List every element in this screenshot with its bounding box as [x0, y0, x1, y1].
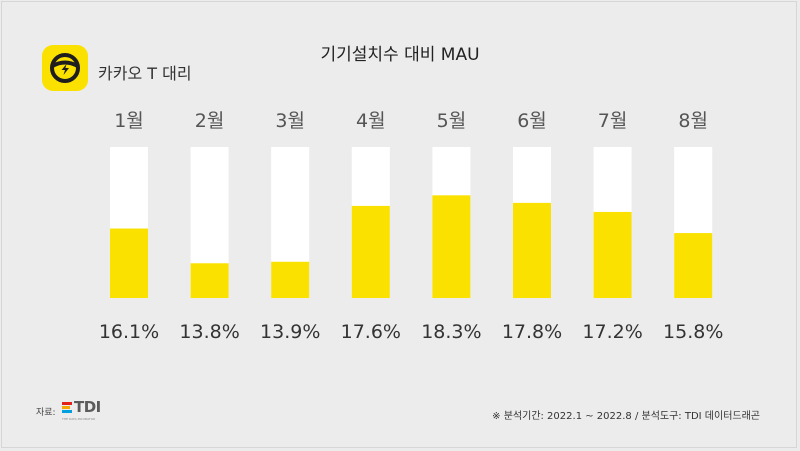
month-label: 7월 [598, 110, 628, 132]
chart-title: 기기설치수 대비 MAU [320, 45, 480, 65]
month-label: 6월 [517, 110, 547, 132]
bar [190, 263, 229, 298]
value-label: 17.8% [502, 321, 562, 343]
bar [432, 195, 471, 298]
app-icon [42, 45, 88, 91]
bar [513, 202, 551, 298]
value-label: 13.9% [260, 321, 320, 343]
month-label: 3월 [275, 110, 305, 132]
value-label: 13.8% [179, 321, 239, 343]
tdi-logo-bars-icon [62, 402, 74, 413]
value-label: 15.8% [663, 321, 723, 343]
month-label: 2월 [195, 110, 225, 132]
bar [674, 233, 713, 298]
month-label: 1월 [114, 110, 144, 132]
value-label: 16.1% [99, 321, 159, 343]
tdi-logo-text: TDI [74, 398, 101, 416]
month-label: 5월 [437, 110, 467, 132]
bar [110, 228, 148, 298]
value-label: 18.3% [421, 321, 481, 343]
value-label: 17.6% [341, 321, 401, 343]
bar [593, 211, 632, 298]
bar [271, 261, 310, 298]
month-label: 4월 [356, 110, 386, 132]
tdi-logo-subtext: THE DATA INCUBATOR [62, 417, 96, 421]
app-name: 카카오 T 대리 [98, 64, 192, 83]
value-label: 17.2% [582, 321, 642, 343]
bar [351, 205, 390, 298]
month-label: 8월 [678, 110, 708, 132]
source-label: 자료: [36, 408, 56, 418]
steering-wheel-icon [50, 53, 80, 83]
footnote: ※ 분석기간: 2022.1 ~ 2022.8 / 분석도구: TDI 데이터드… [492, 411, 760, 422]
